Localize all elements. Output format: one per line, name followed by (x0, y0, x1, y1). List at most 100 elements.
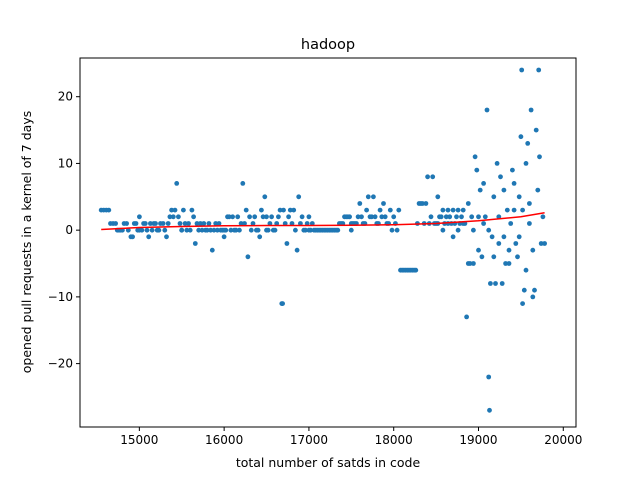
data-point (243, 207, 249, 213)
data-point (252, 214, 258, 220)
data-point (493, 281, 498, 286)
data-point (513, 241, 519, 246)
data-point (506, 247, 512, 253)
data-point (481, 221, 486, 226)
data-point (221, 234, 227, 240)
data-point (174, 181, 180, 186)
data-point (306, 214, 312, 220)
data-point (269, 214, 274, 220)
data-point (192, 241, 198, 246)
data-point (160, 221, 166, 226)
data-point (233, 227, 239, 233)
data-point (355, 214, 361, 220)
data-point (498, 174, 503, 180)
data-point (286, 214, 291, 220)
data-point (479, 254, 485, 260)
data-point (198, 221, 203, 226)
data-point (425, 174, 430, 180)
data-point (501, 234, 507, 240)
y-tick-label: 0 (65, 223, 73, 237)
data-point (527, 201, 532, 206)
data-point (189, 207, 195, 213)
y-tick-label: −20 (48, 357, 73, 371)
data-point (187, 227, 193, 233)
data-point (293, 227, 298, 233)
data-point (240, 181, 246, 186)
data-point (518, 134, 524, 140)
data-point (296, 194, 302, 200)
data-point (489, 234, 495, 240)
data-point (488, 281, 493, 286)
data-point (482, 214, 488, 220)
data-point (281, 207, 286, 213)
plot-area (98, 67, 547, 413)
data-point (472, 154, 478, 160)
data-point (499, 281, 505, 286)
data-point (144, 227, 150, 233)
data-point (169, 207, 175, 213)
data-point (201, 221, 207, 226)
data-point (277, 207, 283, 213)
data-point (536, 67, 542, 73)
data-point (106, 207, 112, 213)
data-point (148, 221, 153, 226)
data-point (445, 207, 451, 213)
data-point (181, 207, 186, 213)
data-point (348, 227, 354, 233)
data-point (523, 161, 529, 166)
data-point (303, 227, 308, 233)
data-point (464, 314, 469, 320)
data-point (125, 227, 131, 233)
data-point (149, 227, 155, 233)
data-point (476, 214, 481, 220)
data-point (347, 214, 352, 220)
data-point (164, 234, 169, 240)
data-point (450, 234, 456, 240)
y-tick-label: 20 (58, 90, 73, 104)
data-point (298, 221, 303, 226)
data-point (264, 214, 269, 220)
data-point (469, 214, 475, 220)
data-point (306, 227, 312, 233)
data-point (264, 227, 269, 233)
data-point (184, 227, 190, 233)
data-point (242, 221, 247, 226)
data-point (237, 227, 242, 233)
data-point (440, 227, 446, 233)
data-point (359, 214, 364, 220)
data-point (450, 207, 456, 213)
data-point (535, 187, 541, 193)
data-point (208, 227, 214, 233)
data-point (496, 241, 502, 246)
data-point (230, 214, 236, 220)
data-point (420, 201, 425, 206)
data-point (228, 227, 234, 233)
data-point (540, 214, 546, 220)
data-point (494, 161, 500, 166)
data-point (179, 227, 185, 233)
x-axis: 15000 16000 17000 18000 19000 20000 (120, 427, 582, 447)
data-point (186, 221, 191, 226)
data-point (162, 227, 168, 233)
data-point (486, 227, 492, 233)
data-point (510, 167, 515, 173)
data-point (394, 227, 400, 233)
axes-frame (79, 57, 577, 428)
data-point (474, 167, 480, 173)
y-axis-label: opened pull requests in a kernel of 7 da… (19, 111, 34, 374)
data-point (196, 227, 202, 233)
data-point (165, 221, 171, 226)
data-point (523, 267, 529, 273)
data-point (428, 214, 434, 220)
data-point (357, 201, 363, 206)
y-tick-label: 10 (58, 156, 73, 170)
data-point (289, 221, 295, 226)
data-point (391, 214, 397, 220)
data-point (476, 247, 481, 253)
data-point (369, 214, 375, 220)
data-point (113, 221, 118, 226)
data-point (396, 207, 402, 213)
data-point (491, 194, 497, 200)
data-point (520, 301, 525, 306)
data-point (467, 261, 473, 266)
